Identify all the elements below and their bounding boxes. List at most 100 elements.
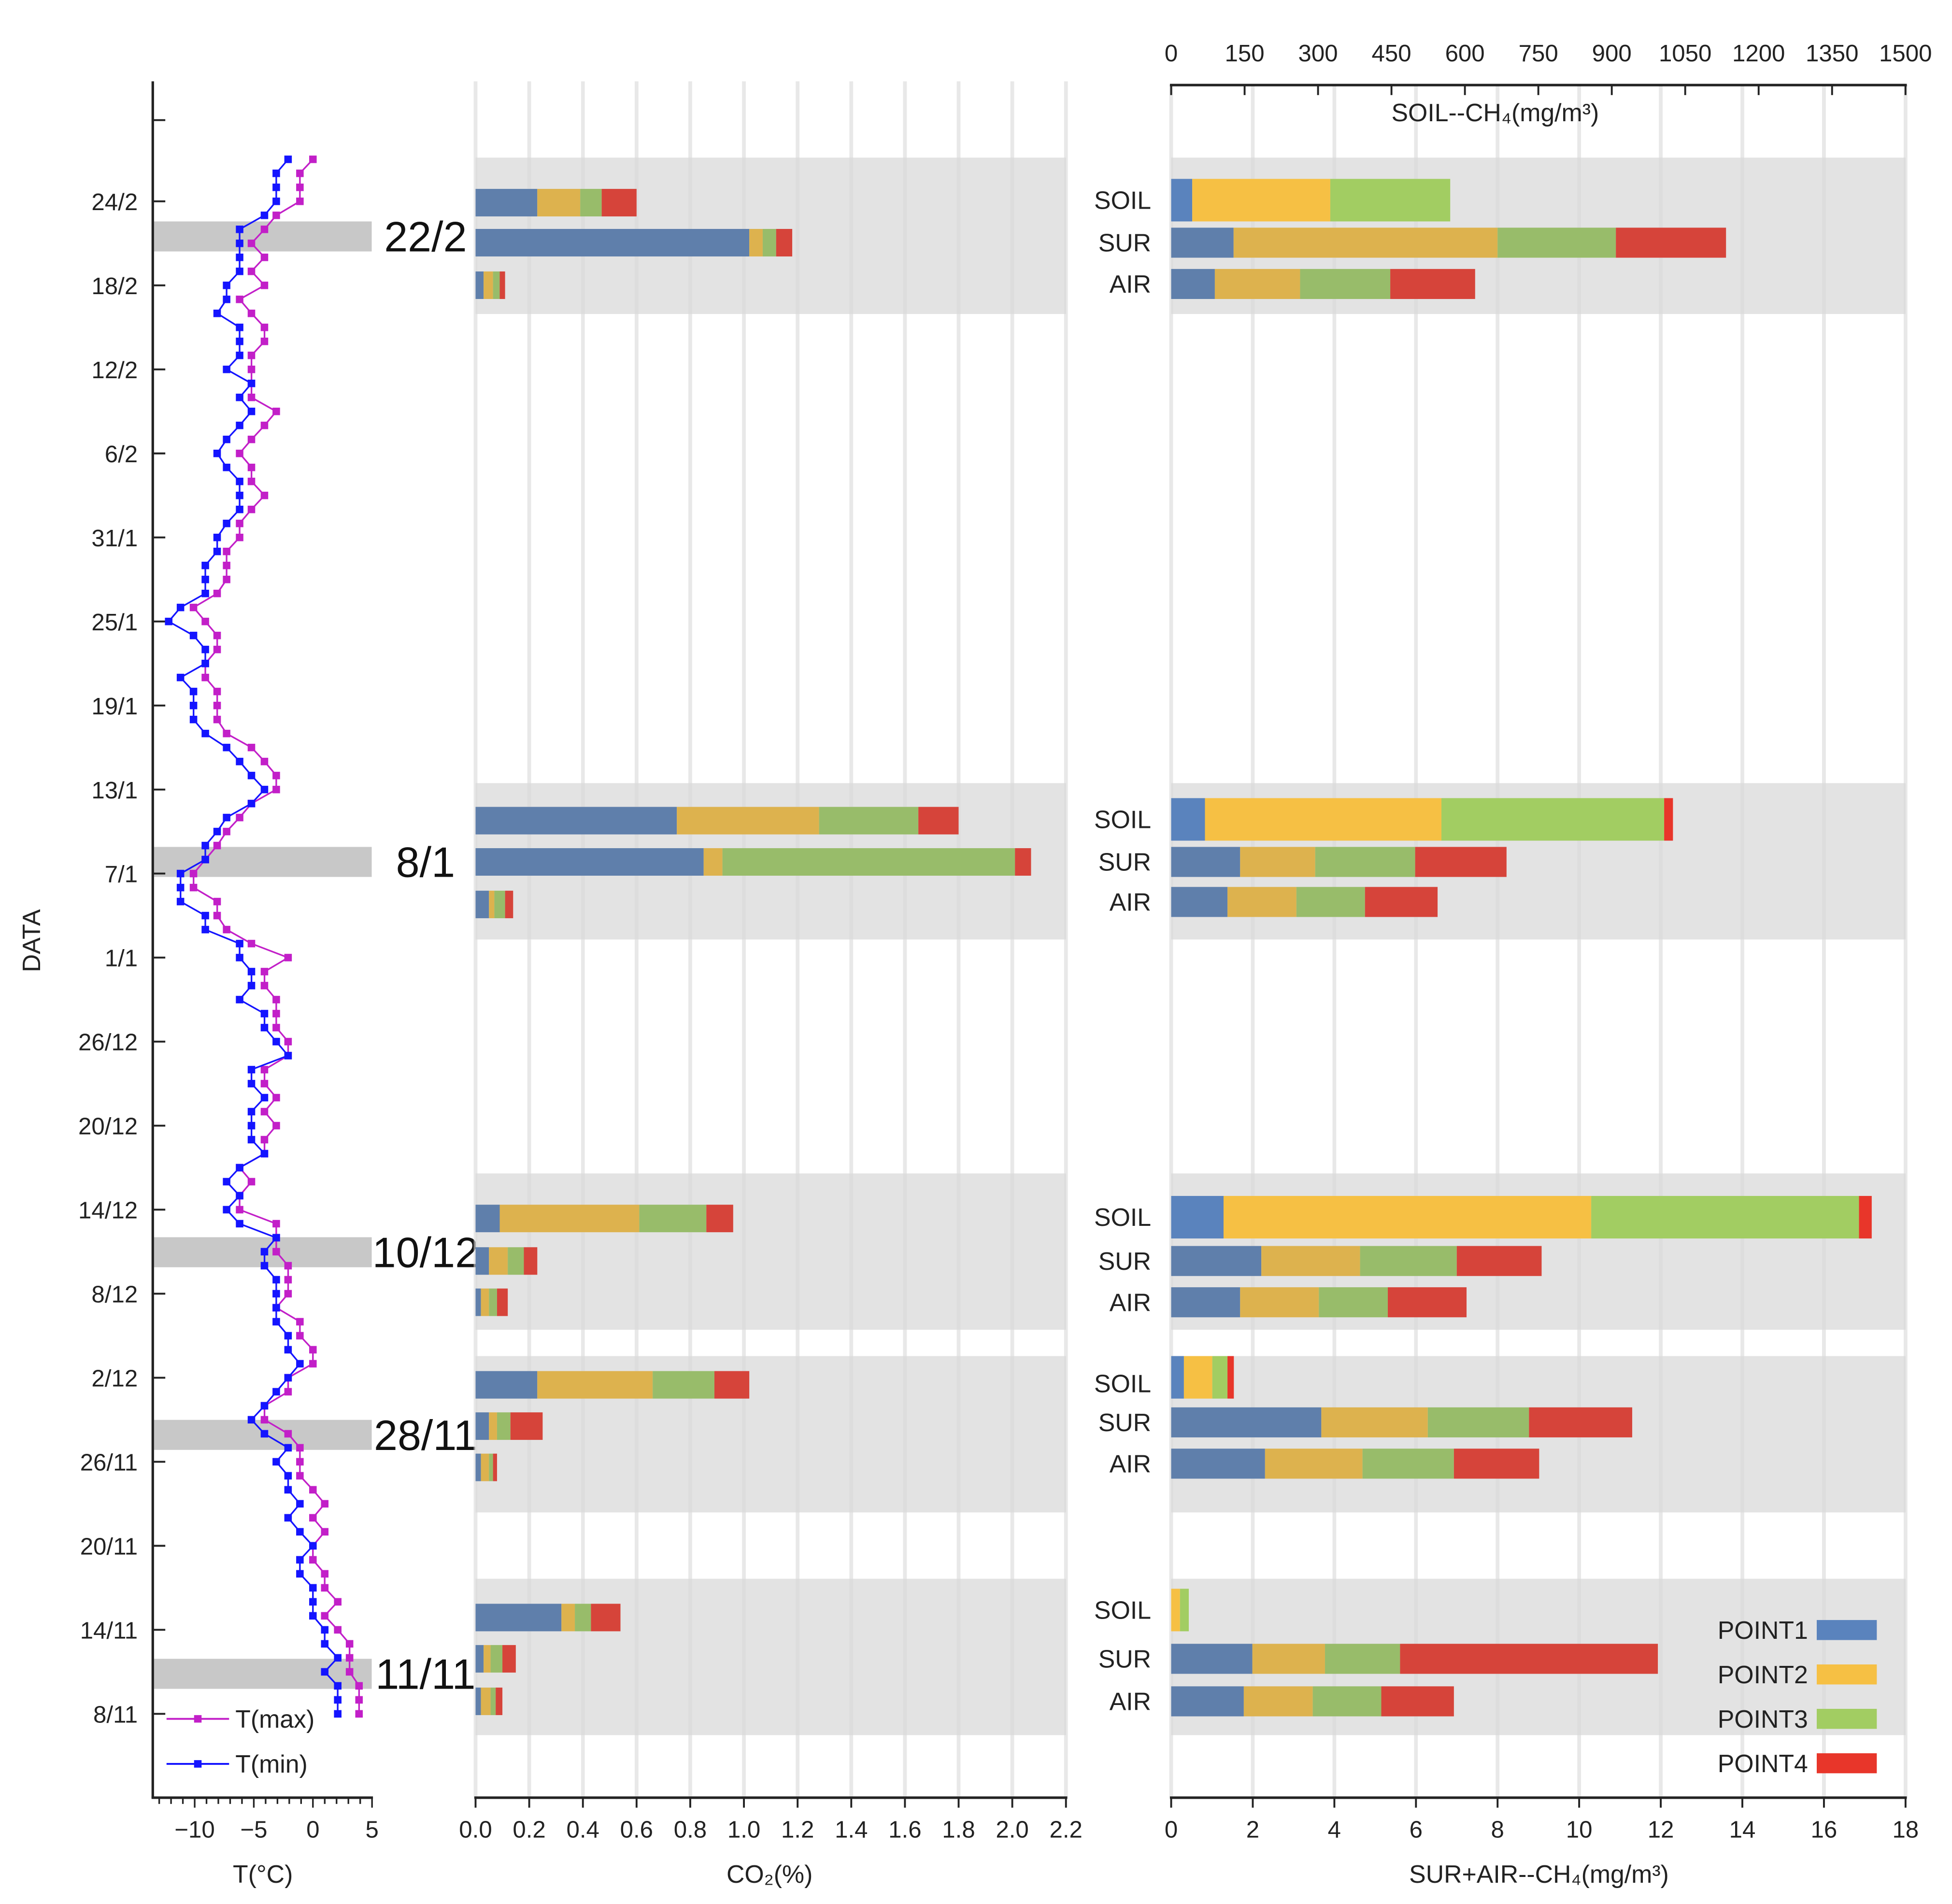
ch4-bar-8-1-sur-point2 — [1240, 847, 1315, 877]
data-point-Tmax — [201, 673, 209, 682]
co2-bar-28-11-air-point4 — [493, 1453, 497, 1481]
co2-bar-8-1-soil-point3 — [819, 807, 919, 835]
co2-bar-22-2-sur-point1 — [475, 228, 750, 256]
data-point-Tmax — [247, 435, 256, 443]
data-point-Tmin — [284, 1332, 292, 1340]
data-point-Tmin — [223, 813, 230, 822]
data-point-Tmin — [201, 729, 209, 738]
data-point-Tmax — [213, 589, 221, 597]
ch4-bar-11-11-sur-point4 — [1400, 1644, 1658, 1674]
data-point-Tmax — [236, 449, 243, 457]
co2-x-tick-label: 1.8 — [942, 1817, 975, 1843]
ch4-bar-8-1-sur-point4 — [1415, 847, 1507, 877]
co2-bar-28-11-air-point2 — [481, 1453, 489, 1481]
data-point-Tmin — [201, 589, 209, 597]
ch4-bar-8-1-sur-point1 — [1171, 847, 1240, 877]
date-label: 10/12 — [372, 1229, 479, 1277]
data-point-Tmin — [309, 1542, 317, 1550]
data-point-Tmax — [213, 841, 221, 850]
data-point-Tmin — [236, 226, 243, 233]
data-point-Tmax — [247, 240, 256, 247]
legend-label-point4: POINT4 — [1718, 1749, 1808, 1777]
data-point-Tmax — [213, 645, 221, 654]
data-point-Tmax — [296, 184, 304, 191]
data-point-Tmax — [236, 519, 243, 527]
data-point-Tmin — [321, 1626, 329, 1634]
data-point-Tmin — [176, 869, 185, 878]
row-label-soil: SOIL — [1094, 806, 1151, 834]
ch4-bottom-tick-label: 6 — [1410, 1817, 1423, 1843]
row-label-sur: SUR — [1098, 229, 1151, 257]
row-label-sur: SUR — [1098, 1645, 1151, 1673]
legend-swatch-point2 — [1816, 1664, 1877, 1685]
data-point-Tmin — [260, 1248, 269, 1256]
data-point-Tmin — [272, 1037, 280, 1046]
data-point-Tmin — [296, 1500, 304, 1508]
data-point-Tmin — [272, 1304, 280, 1312]
data-point-Tmin — [223, 463, 230, 471]
ch4-bar-10-12-sur-point3 — [1360, 1246, 1457, 1276]
data-point-Tmin — [272, 198, 280, 205]
data-point-Tmin — [223, 519, 230, 527]
temp-x-axis-label: T(°C) — [233, 1860, 293, 1888]
co2-bar-11-11-air-point2 — [481, 1687, 491, 1715]
row-label-air: AIR — [1110, 270, 1151, 298]
co2-bar-8-1-soil-point1 — [475, 807, 677, 835]
co2-bar-11-11-soil-point3 — [575, 1604, 591, 1632]
data-point-Tmax — [272, 407, 280, 415]
temp-y-tick-label: 20/11 — [80, 1534, 138, 1560]
ch4-bar-28-11-soil-point2 — [1183, 1356, 1212, 1399]
data-point-Tmin — [236, 338, 243, 345]
co2-bar-10-12-soil-point4 — [706, 1205, 733, 1233]
co2-bar-11-11-air-point1 — [475, 1687, 481, 1715]
data-point-Tmax — [213, 687, 221, 696]
data-point-Tmax — [345, 1640, 354, 1648]
ch4-bar-28-11-air-point3 — [1362, 1449, 1454, 1479]
co2-bar-28-11-soil-point3 — [653, 1371, 714, 1399]
data-point-Tmax — [296, 1332, 304, 1340]
data-point-Tmax — [260, 981, 269, 990]
data-point-Tmax — [272, 1094, 280, 1102]
data-point-Tmin — [260, 1402, 269, 1410]
co2-x-tick-label: 2.2 — [1050, 1817, 1083, 1843]
data-point-Tmax — [260, 421, 269, 429]
ch4-top-tick-label: 300 — [1298, 40, 1338, 67]
co2-x-tick-label: 2.0 — [996, 1817, 1028, 1843]
legend-swatch-point4 — [1816, 1753, 1877, 1774]
data-point-Tmax — [247, 939, 256, 948]
legend-swatch-point3 — [1816, 1708, 1877, 1729]
data-point-Tmax — [284, 1388, 292, 1396]
data-point-Tmax — [272, 785, 280, 794]
data-point-Tmax — [247, 477, 256, 485]
data-point-Tmin — [189, 701, 198, 710]
data-point-Tmin — [176, 603, 185, 611]
co2-x-tick-label: 0.0 — [459, 1817, 492, 1843]
data-point-Tmax — [223, 729, 230, 738]
data-point-Tmax — [309, 1556, 317, 1564]
co2-bar-11-11-sur-point1 — [475, 1645, 484, 1673]
co2-bar-10-12-air-point4 — [497, 1288, 508, 1316]
co2-bar-22-2-soil-point3 — [580, 189, 602, 217]
data-point-Tmin — [236, 1192, 243, 1200]
data-point-Tmin — [236, 393, 243, 401]
date-label: 22/2 — [384, 213, 467, 261]
co2-bar-10-12-soil-point2 — [499, 1205, 640, 1233]
co2-bar-28-11-sur-point4 — [510, 1412, 543, 1440]
data-point-Tmin — [272, 1388, 280, 1396]
data-point-Tmin — [176, 673, 185, 682]
row-label-sur: SUR — [1098, 1408, 1151, 1436]
data-point-Tmax — [247, 505, 256, 513]
data-point-Tmin — [223, 282, 230, 289]
data-point-Tmin — [272, 1290, 280, 1298]
date-label: 8/1 — [396, 838, 455, 886]
data-point-Tmax — [247, 1178, 256, 1186]
data-point-Tmax — [247, 310, 256, 317]
ch4-top-tick-label: 750 — [1519, 40, 1558, 67]
co2-bar-11-11-sur-point3 — [490, 1645, 503, 1673]
data-point-Tmax — [309, 156, 317, 163]
data-point-Tmin — [223, 435, 230, 443]
data-point-Tmin — [284, 1486, 292, 1494]
ch4-bar-10-12-soil-point1 — [1171, 1196, 1224, 1239]
ch4-bar-28-11-sur-point1 — [1171, 1407, 1322, 1437]
data-point-Tmax — [213, 715, 221, 724]
